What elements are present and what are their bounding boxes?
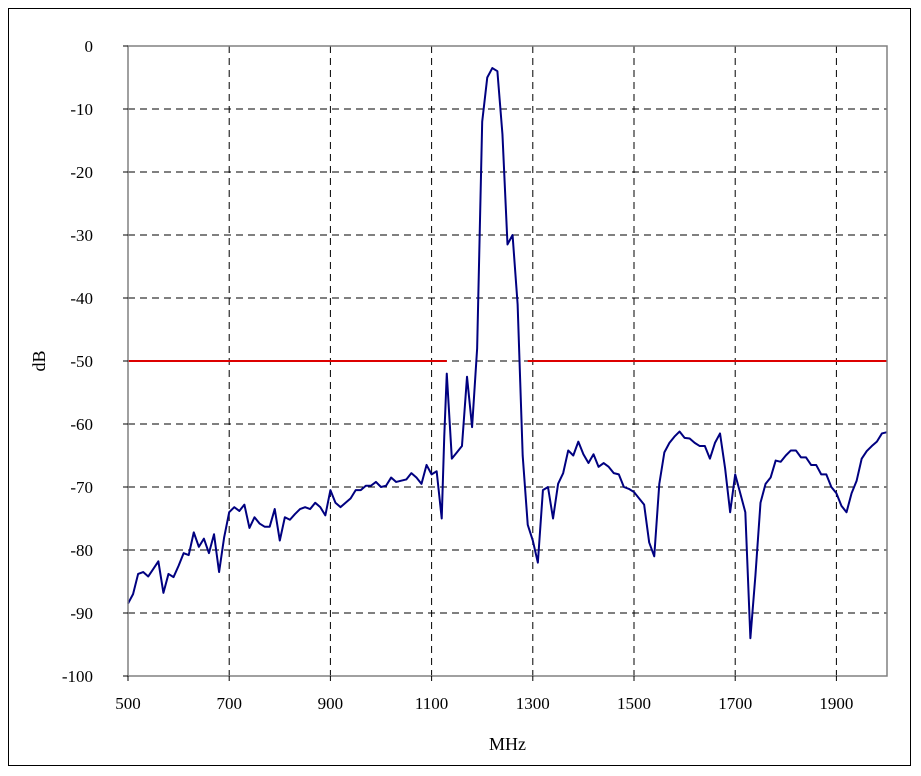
- y-tick-label: -70: [70, 478, 93, 497]
- y-tick-label: -20: [70, 163, 93, 182]
- y-tick-label: -90: [70, 604, 93, 623]
- y-tick-label: -10: [70, 100, 93, 119]
- x-tick-label: 1700: [718, 694, 752, 713]
- x-tick-label: 1300: [516, 694, 550, 713]
- y-axis-label: dB: [29, 350, 49, 371]
- x-axis-ticks: 500 700 900 1100 1300 1500 1700 1900: [115, 676, 853, 713]
- series-layer: [127, 67, 888, 640]
- x-tick-label: 1500: [617, 694, 651, 713]
- x-tick-label: 500: [115, 694, 141, 713]
- y-tick-label: -30: [70, 226, 93, 245]
- x-tick-label: 900: [318, 694, 344, 713]
- y-tick-label: 0: [85, 37, 94, 56]
- x-axis-label: MHz: [489, 734, 526, 754]
- y-tick-label: -50: [70, 352, 93, 371]
- series-line: [127, 67, 888, 640]
- y-tick-label: -100: [62, 667, 93, 686]
- y-tick-label: -80: [70, 541, 93, 560]
- x-tick-label: 1100: [415, 694, 448, 713]
- y-axis-ticks: 0 -10 -20 -30 -40 -50 -60 -70 -80 -90 -100: [62, 37, 128, 686]
- x-tick-label: 700: [216, 694, 242, 713]
- x-tick-label: 1900: [819, 694, 853, 713]
- y-tick-label: -40: [70, 289, 93, 308]
- y-tick-label: -60: [70, 415, 93, 434]
